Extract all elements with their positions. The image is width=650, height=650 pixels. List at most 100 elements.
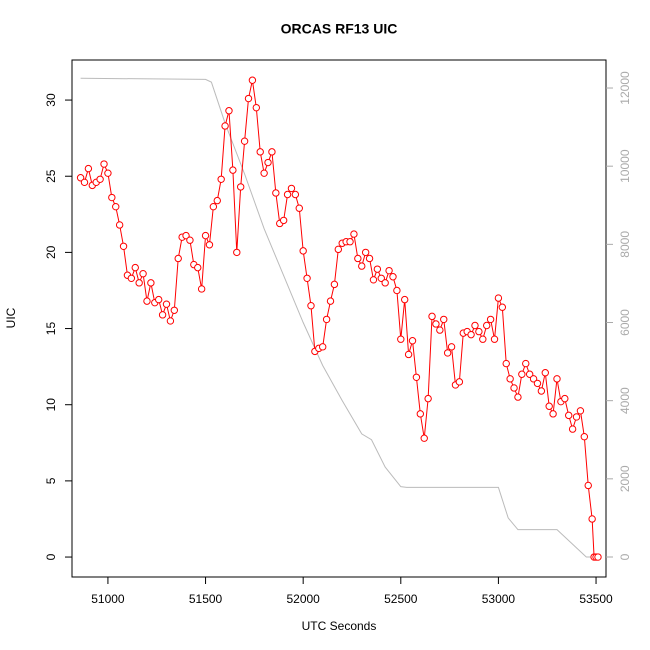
- point: [404, 350, 413, 359]
- point: [162, 300, 171, 308]
- point: [112, 202, 120, 211]
- point: [104, 169, 112, 177]
- point: [369, 276, 378, 284]
- point: [115, 221, 124, 229]
- point: [330, 280, 339, 289]
- point: [416, 410, 425, 418]
- point: [475, 327, 483, 336]
- point: [154, 295, 163, 304]
- point: [389, 273, 397, 281]
- point: [381, 279, 389, 287]
- y2-tick-label: 2000: [618, 465, 632, 492]
- point: [84, 164, 93, 173]
- x-tick-label: 53500: [579, 592, 613, 606]
- point: [182, 231, 190, 240]
- point: [139, 270, 147, 278]
- point: [170, 306, 179, 314]
- point: [436, 326, 444, 334]
- point: [108, 193, 116, 202]
- point: [553, 375, 561, 383]
- point: [354, 254, 362, 263]
- point: [549, 410, 557, 418]
- point: [486, 315, 495, 324]
- point: [561, 394, 569, 403]
- point: [225, 107, 233, 115]
- point: [580, 433, 589, 441]
- point: [221, 122, 229, 130]
- point: [412, 373, 421, 381]
- y2-tick-label: 8000: [618, 231, 632, 258]
- y-tick-label: 30: [44, 93, 58, 107]
- point: [455, 378, 464, 386]
- y-axis-label: UIC: [4, 307, 18, 328]
- point: [299, 247, 307, 255]
- point: [420, 434, 428, 442]
- point: [201, 231, 210, 240]
- point: [252, 103, 261, 112]
- point: [424, 394, 432, 403]
- point: [506, 375, 514, 383]
- point: [236, 183, 245, 191]
- point: [80, 178, 89, 187]
- point: [377, 274, 385, 282]
- point: [428, 312, 436, 321]
- point: [248, 76, 257, 84]
- point: [194, 263, 202, 272]
- point: [291, 190, 300, 199]
- point: [174, 254, 182, 263]
- point: [588, 515, 596, 523]
- y-tick-label: 10: [44, 398, 58, 412]
- point: [287, 184, 296, 193]
- y2-tick-label: 12000: [618, 71, 632, 105]
- point: [471, 321, 479, 330]
- point: [498, 303, 507, 311]
- point: [483, 321, 491, 330]
- point: [127, 274, 136, 282]
- point: [467, 330, 475, 339]
- point: [572, 413, 581, 421]
- point: [279, 216, 288, 225]
- point: [260, 169, 268, 177]
- point: [100, 160, 108, 168]
- point: [365, 254, 374, 263]
- point: [361, 248, 370, 257]
- point: [350, 230, 358, 238]
- point: [147, 279, 155, 287]
- point: [522, 359, 530, 368]
- point: [518, 370, 526, 378]
- point: [529, 375, 538, 383]
- point: [268, 148, 276, 156]
- point: [490, 335, 499, 343]
- point: [447, 343, 456, 351]
- x-tick-label: 52500: [384, 592, 418, 606]
- point: [568, 425, 577, 433]
- point: [584, 481, 592, 490]
- x-tick-label: 52000: [286, 592, 320, 606]
- point: [533, 379, 542, 388]
- point: [502, 359, 510, 368]
- x-tick-label: 53000: [482, 592, 516, 606]
- point: [303, 274, 311, 282]
- point: [96, 175, 104, 183]
- point: [209, 202, 218, 211]
- point: [545, 402, 553, 410]
- y-tick-label: 5: [44, 477, 58, 484]
- point: [393, 286, 401, 295]
- point: [213, 196, 221, 205]
- point: [272, 189, 280, 197]
- point: [514, 393, 522, 401]
- y2-tick-label: 4000: [618, 387, 632, 414]
- point: [205, 241, 214, 249]
- point: [397, 335, 405, 343]
- point: [264, 158, 272, 167]
- y2-tick-label: 10000: [618, 149, 632, 183]
- point: [373, 265, 382, 273]
- point: [256, 148, 264, 156]
- point: [565, 411, 573, 420]
- point: [318, 343, 327, 351]
- x-tick-label: 51500: [189, 592, 223, 606]
- y-tick-label: 25: [44, 169, 58, 183]
- point: [76, 174, 85, 182]
- point: [322, 315, 331, 324]
